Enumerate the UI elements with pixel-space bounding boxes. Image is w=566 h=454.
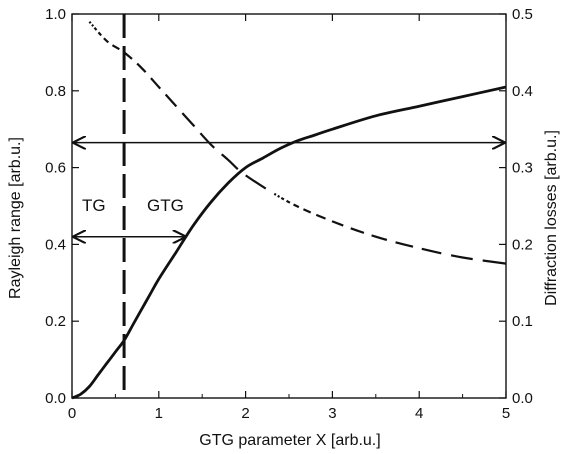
y-right-tick-label: 0.0 bbox=[512, 390, 533, 407]
y-left-tick-label: 1.0 bbox=[45, 6, 66, 23]
y-left-tick-label: 0.8 bbox=[45, 83, 66, 100]
x-tick-label: 4 bbox=[415, 405, 423, 422]
y-right-tick-label: 0.1 bbox=[512, 313, 533, 330]
y-left-tick-label: 0.4 bbox=[45, 236, 66, 253]
x-tick-label: 0 bbox=[68, 405, 76, 422]
x-tick-label: 2 bbox=[241, 405, 249, 422]
curves bbox=[71, 20, 507, 400]
x-tick-label: 5 bbox=[502, 405, 510, 422]
series-line-rayleigh-range bbox=[71, 85, 507, 400]
y-axis-left-label: Rayleigh range [arb.u.] bbox=[7, 137, 24, 299]
y-left-tick-label: 0.0 bbox=[45, 390, 66, 407]
y-left-tick-label: 0.2 bbox=[45, 313, 66, 330]
annotation-gtg-label: GTG bbox=[147, 196, 184, 215]
y-right-tick-label: 0.3 bbox=[512, 160, 533, 177]
annotation-layer bbox=[74, 14, 504, 398]
plot-border bbox=[71, 13, 507, 399]
x-axis-label: GTG parameter X [arb.u.] bbox=[199, 432, 380, 449]
annotation-tg-label: TG bbox=[82, 196, 106, 215]
plot-frame bbox=[71, 13, 507, 399]
y-axis-right-label: Diffraction losses [arb.u.] bbox=[543, 130, 560, 306]
y-right-tick-label: 0.4 bbox=[512, 83, 533, 100]
y-right-tick-label: 0.2 bbox=[512, 236, 533, 253]
y-right-tick-label: 0.5 bbox=[512, 6, 533, 23]
x-tick-label: 1 bbox=[155, 405, 163, 422]
ticks: 0 1 2 3 4 50.00.20.40.60.81.00.00.10.20.30.40… bbox=[45, 6, 533, 422]
x-tick-label: 3 bbox=[328, 405, 336, 422]
y-left-tick-label: 0.6 bbox=[45, 160, 66, 177]
series-line-diffraction-losses bbox=[88, 20, 507, 265]
